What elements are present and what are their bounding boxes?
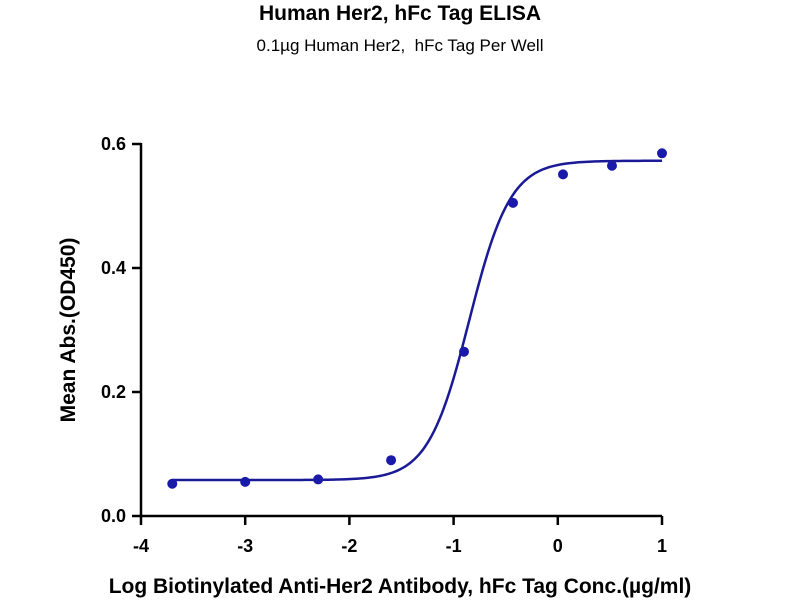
data-point — [459, 346, 470, 357]
x-axis-label: Log Biotinylated Anti-Her2 Antibody, hFc… — [109, 575, 692, 598]
data-points — [167, 148, 667, 489]
data-point — [313, 474, 324, 485]
x-tick-label: -2 — [341, 536, 357, 556]
y-tick-label: 0.0 — [101, 506, 126, 526]
data-point — [657, 148, 667, 159]
y-tick-label: 0.4 — [101, 258, 126, 278]
y-tick-label: 0.6 — [101, 134, 126, 154]
data-point — [558, 169, 569, 180]
x-tick-label: -4 — [133, 536, 149, 556]
data-point — [606, 160, 617, 171]
chart-axes — [132, 142, 664, 525]
data-point — [386, 455, 397, 466]
fit-curve-line — [172, 159, 662, 482]
y-axis-label: Mean Abs.(OD450) — [57, 238, 80, 423]
x-tick-label: 0 — [553, 536, 563, 556]
chart-title: Human Her2, hFc Tag ELISA — [259, 2, 541, 25]
x-tick-label: 1 — [657, 536, 667, 556]
tick-labels: -4 -3 -2 -1 0 1 0.0 0.2 0.4 0.6 — [101, 134, 667, 556]
data-point — [167, 478, 178, 489]
data-point — [507, 197, 518, 208]
data-point — [240, 476, 251, 487]
y-tick-label: 0.2 — [101, 382, 126, 402]
chart-subtitle: 0.1µg Human Her2, hFc Tag Per Well — [256, 36, 544, 55]
x-tick-label: -3 — [237, 536, 253, 556]
x-tick-label: -1 — [446, 536, 462, 556]
